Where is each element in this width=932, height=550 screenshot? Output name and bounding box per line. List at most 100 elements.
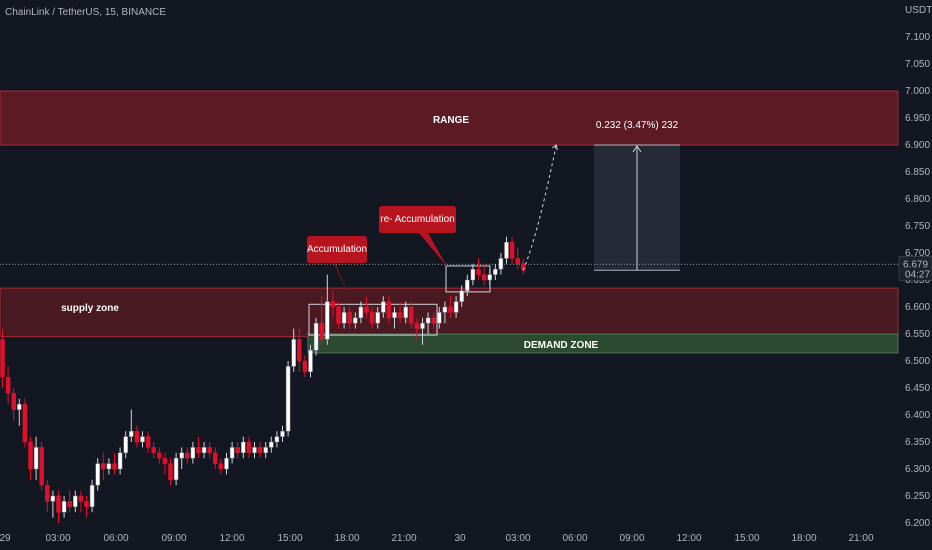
candle[interactable] xyxy=(246,436,252,459)
candle[interactable] xyxy=(409,301,414,329)
candle[interactable] xyxy=(481,263,487,286)
candle[interactable] xyxy=(61,496,67,518)
candle[interactable] xyxy=(297,328,302,372)
symbol-title[interactable]: ChainLink / TetherUS, 15, BINANCE xyxy=(5,7,166,18)
candle[interactable] xyxy=(213,447,218,469)
candle[interactable] xyxy=(224,452,229,475)
candle[interactable] xyxy=(476,258,481,280)
candle[interactable] xyxy=(493,263,498,280)
candle[interactable] xyxy=(196,436,201,459)
candle[interactable] xyxy=(341,307,347,329)
candle[interactable] xyxy=(179,447,184,469)
candle[interactable] xyxy=(487,269,492,286)
candle[interactable] xyxy=(397,301,403,324)
candle[interactable] xyxy=(89,479,95,513)
candle[interactable] xyxy=(504,236,509,264)
candle[interactable] xyxy=(257,442,263,459)
candle[interactable] xyxy=(129,409,134,442)
candle[interactable] xyxy=(112,452,117,475)
projection-path[interactable] xyxy=(522,144,557,271)
candle[interactable] xyxy=(509,236,515,264)
candle[interactable] xyxy=(17,398,22,426)
candle[interactable] xyxy=(414,317,420,340)
candle[interactable] xyxy=(274,431,280,448)
candle[interactable] xyxy=(386,296,392,324)
candle[interactable] xyxy=(459,285,464,307)
candle[interactable] xyxy=(151,442,156,459)
candle[interactable] xyxy=(442,301,448,324)
candle[interactable] xyxy=(308,344,313,378)
candle[interactable] xyxy=(325,274,330,345)
candle[interactable] xyxy=(11,388,16,421)
candle[interactable] xyxy=(123,431,128,459)
candle[interactable] xyxy=(364,296,369,318)
candle[interactable] xyxy=(168,458,173,486)
candle[interactable] xyxy=(218,458,224,475)
candle[interactable] xyxy=(375,307,380,329)
candle[interactable] xyxy=(336,301,341,329)
candle[interactable] xyxy=(190,442,196,464)
candle[interactable] xyxy=(73,490,78,513)
re-accumulation-callout[interactable]: re- Accumulation xyxy=(379,206,456,267)
candle[interactable] xyxy=(263,442,268,459)
candle[interactable] xyxy=(101,452,106,480)
candle[interactable] xyxy=(56,490,61,523)
accumulation-callout[interactable]: Accumulation xyxy=(307,236,367,303)
candle[interactable] xyxy=(403,301,408,324)
candle[interactable] xyxy=(285,361,291,437)
candle[interactable] xyxy=(207,442,212,459)
candle[interactable] xyxy=(392,307,397,329)
candle[interactable] xyxy=(145,431,151,453)
candle[interactable] xyxy=(353,312,358,329)
candle[interactable] xyxy=(369,307,375,329)
candle[interactable] xyxy=(45,479,50,513)
candle[interactable] xyxy=(431,312,436,329)
candle[interactable] xyxy=(162,452,168,475)
candle[interactable] xyxy=(201,442,207,459)
candle[interactable] xyxy=(140,431,145,448)
candle[interactable] xyxy=(420,317,425,345)
candle[interactable] xyxy=(22,398,28,448)
candle[interactable] xyxy=(358,301,364,324)
candle[interactable] xyxy=(117,447,123,475)
candle[interactable] xyxy=(498,253,504,275)
candle[interactable] xyxy=(470,263,476,286)
candle[interactable] xyxy=(330,290,336,318)
candle[interactable] xyxy=(319,296,324,345)
candle[interactable] xyxy=(347,307,352,329)
candle[interactable] xyxy=(252,442,257,459)
candle[interactable] xyxy=(515,247,520,270)
candle[interactable] xyxy=(28,436,33,480)
candle[interactable] xyxy=(67,490,72,513)
candle[interactable] xyxy=(521,258,526,275)
candle[interactable] xyxy=(241,436,246,459)
demand-zone[interactable] xyxy=(307,333,899,354)
candle[interactable] xyxy=(50,490,56,518)
candle[interactable] xyxy=(84,496,89,518)
candle[interactable] xyxy=(269,436,274,453)
candle[interactable] xyxy=(291,328,296,372)
candle[interactable] xyxy=(302,355,308,378)
candle[interactable] xyxy=(0,328,5,388)
candle[interactable] xyxy=(157,447,162,464)
candle[interactable] xyxy=(465,274,470,297)
candle[interactable] xyxy=(5,366,11,405)
candle[interactable] xyxy=(235,442,240,459)
accumulation-box[interactable] xyxy=(308,303,438,336)
candle[interactable] xyxy=(185,447,190,464)
candle[interactable] xyxy=(229,442,235,464)
candle[interactable] xyxy=(173,452,179,486)
candle[interactable] xyxy=(437,307,442,329)
candle[interactable] xyxy=(453,296,459,318)
candle[interactable] xyxy=(280,425,285,442)
candle[interactable] xyxy=(106,458,112,475)
candle[interactable] xyxy=(381,296,386,318)
candle[interactable] xyxy=(313,317,319,356)
candle[interactable] xyxy=(134,425,140,448)
candle[interactable] xyxy=(33,436,39,480)
candle[interactable] xyxy=(39,442,44,491)
candle[interactable] xyxy=(425,312,431,334)
time-axis[interactable]: 29 03:00 06:00 09:00 12:00 15:00 18:00 21:00 30 0… xyxy=(0,533,874,544)
range-zone[interactable] xyxy=(0,90,899,146)
